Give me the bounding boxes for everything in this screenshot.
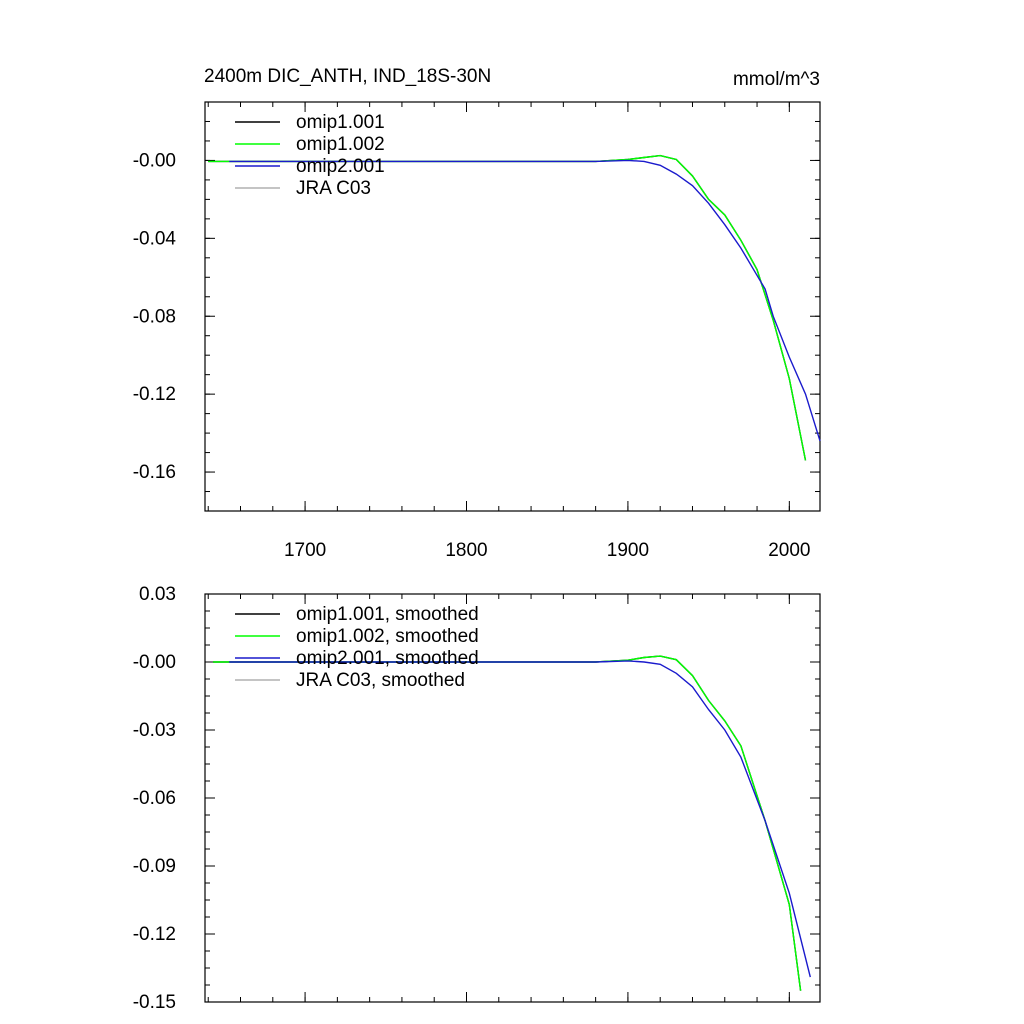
y-tick-label: -0.12 [133, 384, 176, 405]
y-tick-label: -0.12 [133, 924, 176, 945]
series-line [208, 154, 807, 461]
chart-title: 2400m DIC_ANTH, IND_18S-30N [204, 66, 491, 87]
y-tick-label: -0.00 [133, 652, 176, 673]
x-tick-label: 1800 [445, 540, 487, 561]
series-line [208, 154, 807, 461]
y-tick-label: -0.06 [133, 788, 176, 809]
legend-label: omip2.001 [296, 156, 385, 177]
x-tick-label: 2000 [768, 540, 810, 561]
units-label: mmol/m^3 [733, 69, 820, 90]
plot-frame [204, 101, 821, 512]
legend-label: omip1.001, smoothed [296, 604, 479, 625]
y-tick-label: -0.04 [133, 228, 177, 249]
legend-label: omip1.002 [296, 134, 385, 155]
series-line [213, 655, 802, 991]
y-tick-label: -0.08 [133, 306, 176, 327]
series-line [229, 660, 811, 978]
legend-label: omip2.001, smoothed [296, 648, 479, 669]
y-tick-label: -0.15 [133, 992, 176, 1013]
legend-label: JRA C03, smoothed [296, 670, 465, 691]
series-line [229, 159, 821, 442]
y-tick-label: -0.16 [133, 462, 176, 483]
legend-label: omip1.001 [296, 112, 385, 133]
x-tick-label: 1700 [284, 540, 326, 561]
legend-label: JRA C03 [296, 178, 371, 199]
y-tick-label: -0.03 [133, 720, 176, 741]
y-tick-label: 0.03 [139, 584, 176, 605]
y-tick-label: -0.09 [133, 856, 176, 877]
legend-label: omip1.002, smoothed [296, 626, 479, 647]
y-tick-label: -0.00 [133, 150, 176, 171]
x-tick-label: 1900 [607, 540, 649, 561]
